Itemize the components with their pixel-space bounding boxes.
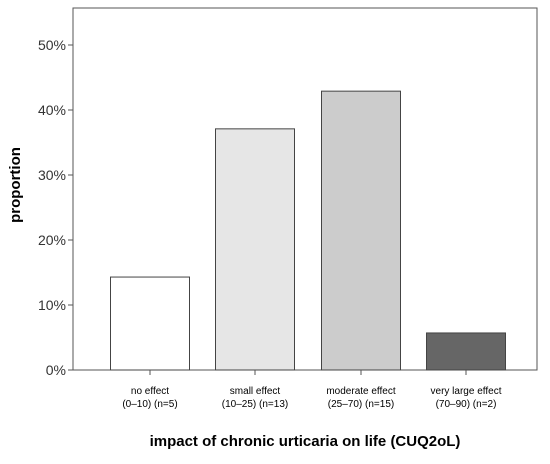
y-axis-label: proportion — [7, 147, 24, 223]
x-tick-sublabel: (0–10) (n=5) — [122, 399, 177, 410]
y-tick-label: 0% — [46, 362, 66, 378]
x-axis-label: impact of chronic urticaria on life (CUQ… — [150, 433, 461, 450]
bar — [321, 90, 401, 371]
y-tick-label: 30% — [38, 167, 66, 183]
x-tick-label: very large effect — [431, 386, 502, 397]
y-tick-label: 40% — [38, 102, 66, 118]
x-tick-label: no effect — [131, 386, 169, 397]
y-tick-label: 10% — [38, 297, 66, 313]
x-tick-sublabel: (25–70) (n=15) — [328, 399, 394, 410]
y-tick-label: 50% — [38, 37, 66, 53]
x-tick-sublabel: (10–25) (n=13) — [222, 399, 288, 410]
x-tick-label: small effect — [230, 386, 281, 397]
y-tick-label: 20% — [38, 232, 66, 248]
bar — [215, 128, 295, 371]
x-tick-label: moderate effect — [326, 386, 396, 397]
bar — [110, 276, 190, 371]
x-tick-sublabel: (70–90) (n=2) — [436, 399, 497, 410]
bar — [426, 332, 506, 371]
